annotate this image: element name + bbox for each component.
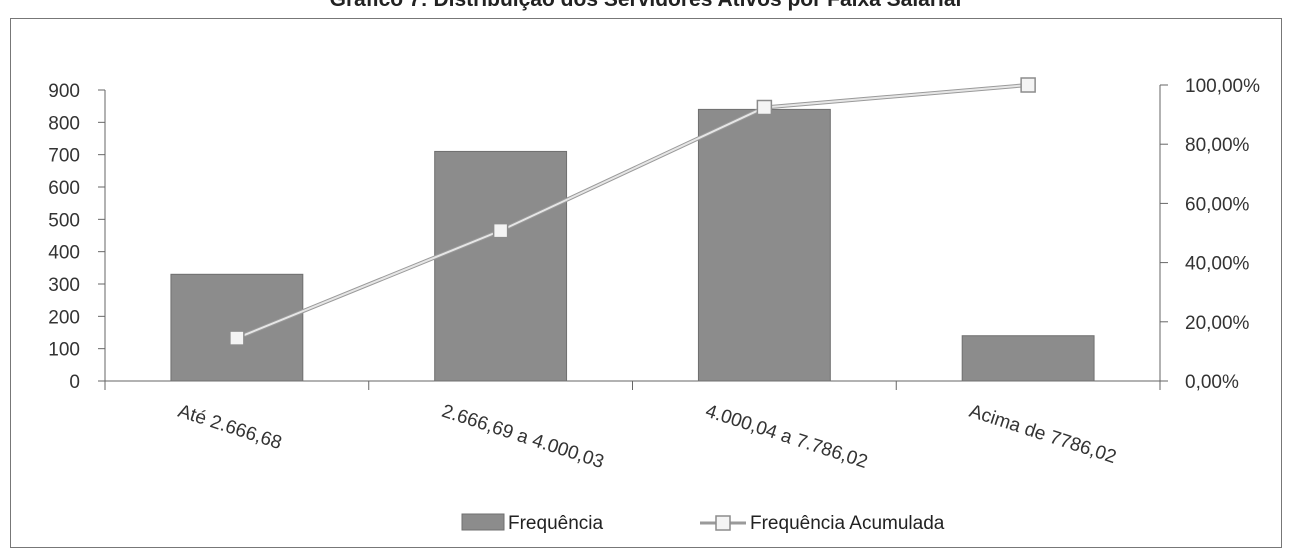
left-tick-label: 500 <box>48 210 80 231</box>
left-tick-label: 300 <box>48 275 80 296</box>
cumulative-point <box>229 330 245 346</box>
chart-title: Gráfico 7: Distribuição dos Servidores A… <box>0 0 1291 12</box>
left-tick-label: 0 <box>69 372 80 393</box>
x-category-label: Acima de 7786,02 <box>967 401 1119 468</box>
cumulative-point <box>492 222 509 239</box>
left-tick-label: 200 <box>48 307 80 328</box>
bar <box>170 273 304 382</box>
left-tick-label: 900 <box>48 81 80 102</box>
bar <box>434 150 568 382</box>
cumulative-point <box>756 99 773 116</box>
legend-label-frequencia: Frequência <box>508 513 603 534</box>
legend-bar-swatch <box>461 513 505 531</box>
cumulative-line-highlight <box>236 84 1029 340</box>
legend-label-frequencia-acumulada: Frequência Acumulada <box>750 513 945 534</box>
x-category-label: Até 2.666,68 <box>175 401 284 454</box>
left-tick-label: 700 <box>48 146 80 167</box>
legend-layer: Frequência Frequência Acumulada <box>461 513 945 534</box>
right-tick-label: 80,00% <box>1185 135 1250 156</box>
left-tick-label: 100 <box>48 340 80 361</box>
x-category-label: 2.666,69 a 4.000,03 <box>439 401 606 473</box>
bars-layer <box>170 108 1095 382</box>
left-tick-label: 600 <box>48 178 80 199</box>
right-tick-label: 0,00% <box>1185 372 1239 393</box>
left-tick-label: 800 <box>48 113 80 134</box>
bar <box>697 108 831 382</box>
left-tick-label: 400 <box>48 243 80 264</box>
cumulative-point <box>1020 77 1036 93</box>
right-tick-label: 60,00% <box>1185 194 1250 215</box>
bar <box>961 335 1095 382</box>
cumulative-line <box>236 83 1029 340</box>
right-tick-label: 20,00% <box>1185 313 1250 334</box>
right-tick-label: 40,00% <box>1185 254 1250 275</box>
legend-line-marker <box>715 515 731 531</box>
right-tick-label: 100,00% <box>1185 76 1260 97</box>
x-category-label: 4.000,04 a 7.786,02 <box>703 401 870 473</box>
line-layer <box>229 77 1036 346</box>
